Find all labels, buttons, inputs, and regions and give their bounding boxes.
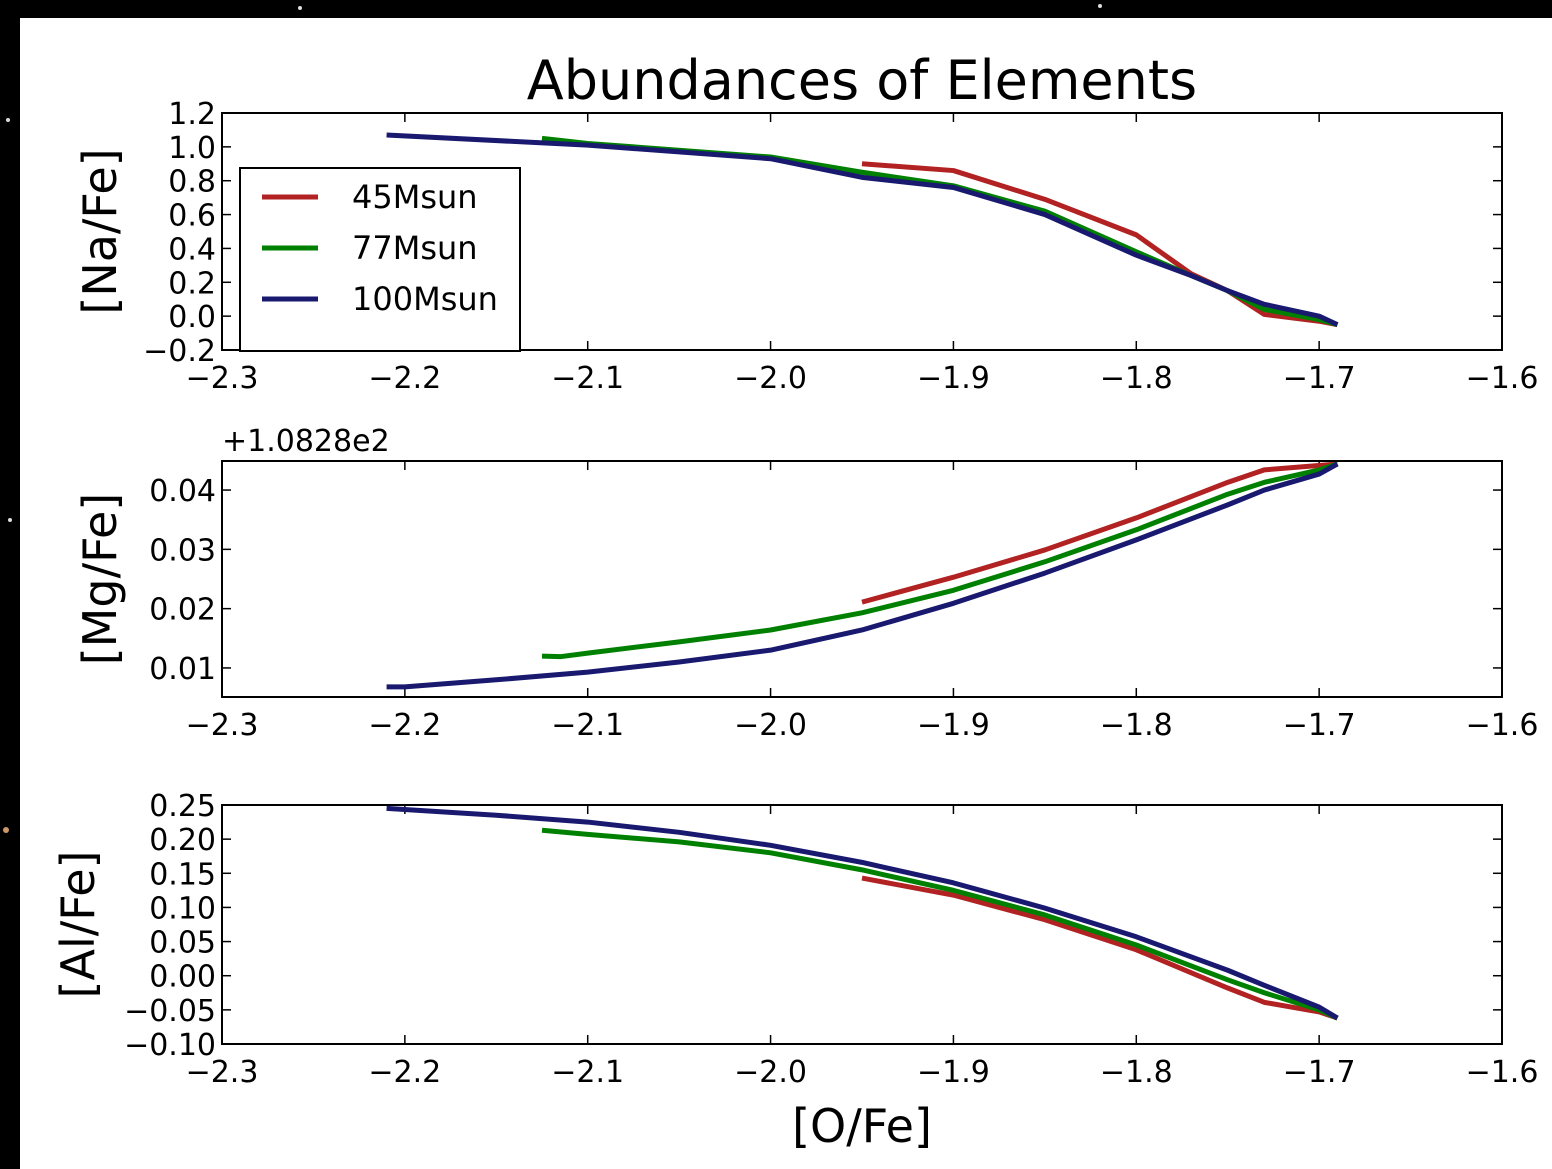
y-tick-label: 1.2	[168, 97, 216, 132]
x-tick-label: −1.9	[917, 361, 990, 396]
series-line	[861, 461, 1338, 605]
y-axis-label: [Na/Fe]	[73, 148, 127, 314]
star	[6, 118, 10, 122]
y-axis-label: [Al/Fe]	[51, 851, 105, 999]
y-axis-label: [Mg/Fe]	[73, 493, 127, 666]
legend-label: 77Msun	[352, 229, 478, 267]
y-tick-label: 1.0	[168, 131, 216, 166]
offset-text: +1.0828e2	[222, 424, 390, 459]
x-tick-label: −2.0	[734, 361, 807, 396]
y-tick-label: 0.6	[168, 199, 216, 234]
x-tick-label: −2.2	[368, 1055, 441, 1090]
legend-label: 100Msun	[352, 280, 498, 318]
star	[8, 518, 12, 522]
y-tick-label: 0.01	[149, 652, 216, 687]
x-tick-label: −2.3	[186, 708, 259, 743]
x-axis-label: [O/Fe]	[792, 1099, 932, 1153]
star	[3, 827, 9, 833]
star	[1098, 4, 1102, 8]
series-line	[386, 132, 1339, 327]
y-tick-label: 0.8	[168, 165, 216, 200]
y-tick-label: −0.05	[124, 994, 216, 1029]
x-tick-label: −2.0	[734, 1055, 807, 1090]
y-tick-label: 0.15	[149, 857, 216, 892]
series-line	[541, 827, 1339, 1021]
plot-area	[386, 461, 1339, 690]
series-line	[861, 875, 1339, 1021]
x-tick-label: −1.6	[1466, 1055, 1539, 1090]
series-line	[541, 461, 1339, 660]
series-line	[386, 461, 1339, 690]
y-tick-label: 0.02	[149, 593, 216, 628]
chart-title: Abundances of Elements	[527, 49, 1197, 112]
star	[298, 6, 302, 10]
y-tick-label: 0.03	[149, 533, 216, 568]
x-tick-label: −2.2	[368, 361, 441, 396]
x-tick-label: −2.1	[551, 1055, 624, 1090]
axes-frame	[221, 804, 1503, 1045]
x-tick-label: −1.8	[1100, 361, 1173, 396]
axes-frame	[221, 460, 1503, 698]
x-tick-label: −1.9	[917, 1055, 990, 1090]
y-tick-label: 0.00	[149, 960, 216, 995]
y-tick-label: 0.2	[168, 266, 216, 301]
x-tick-label: −1.7	[1283, 361, 1356, 396]
x-tick-label: −2.2	[368, 708, 441, 743]
plot-area	[386, 132, 1339, 328]
x-tick-label: −1.7	[1283, 1055, 1356, 1090]
y-tick-label: 0.10	[149, 891, 216, 926]
x-tick-label: −1.6	[1466, 361, 1539, 396]
x-tick-label: −2.3	[186, 361, 259, 396]
series-line	[386, 805, 1339, 1021]
x-tick-label: −2.3	[186, 1055, 259, 1090]
y-tick-label: 0.04	[149, 474, 216, 509]
x-tick-label: −1.6	[1466, 708, 1539, 743]
x-tick-label: −2.1	[551, 708, 624, 743]
y-tick-label: 0.25	[149, 789, 216, 824]
y-tick-label: −0.10	[124, 1028, 216, 1063]
y-tick-label: 0.4	[168, 232, 216, 267]
x-tick-label: −1.8	[1100, 708, 1173, 743]
x-tick-label: −1.8	[1100, 1055, 1173, 1090]
axes-frame	[221, 112, 1503, 351]
y-tick-label: −0.2	[143, 334, 216, 369]
y-tick-label: 0.20	[149, 823, 216, 858]
y-tick-label: 0.05	[149, 926, 216, 961]
plot-area	[386, 805, 1339, 1021]
x-tick-label: −2.1	[551, 361, 624, 396]
x-tick-label: −1.7	[1283, 708, 1356, 743]
legend-label: 45Msun	[352, 178, 478, 216]
y-tick-label: 0.0	[168, 300, 216, 335]
x-tick-label: −1.9	[917, 708, 990, 743]
x-tick-label: −2.0	[734, 708, 807, 743]
